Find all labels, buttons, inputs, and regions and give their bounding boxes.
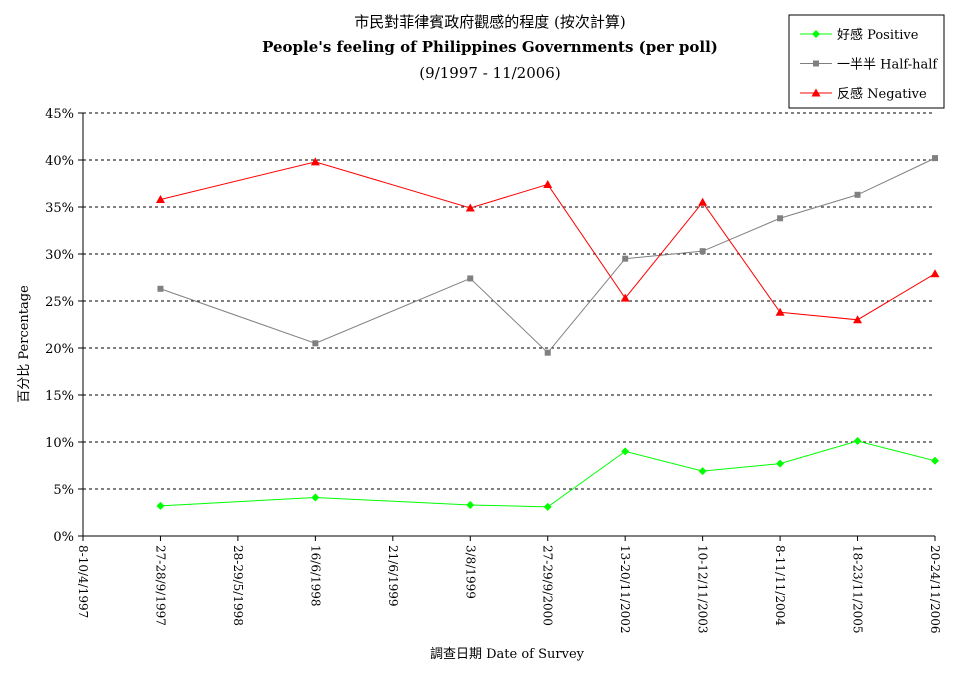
y-tick-label: 40% [45,154,74,169]
y-tick-label: 35% [45,201,74,216]
y-tick-label: 20% [45,342,74,357]
data-point [931,456,939,465]
legend-item: 一半半 Half-half [800,58,938,73]
data-point [853,315,863,324]
data-point [544,349,551,356]
data-point [465,203,475,212]
data-point [698,467,707,476]
legend-item: 好感 Positive [800,27,919,43]
y-tick-label: 30% [45,248,74,263]
x-tick-label: 21/6/1999 [386,545,400,607]
legend-label: 反感 Negative [837,86,927,102]
x-tick-label: 27-29/9/2000 [541,545,555,626]
legend-item: 反感 Negative [800,86,927,102]
data-point [543,502,552,511]
chart-subtitle: People's feeling of Philippines Governme… [262,38,718,56]
series-triangle [155,157,940,324]
data-point [310,157,320,166]
x-tick-label: 16/6/1998 [308,545,322,607]
y-tick-label: 25% [45,295,74,310]
y-tick-labels: 0% 5% 10% 15% 20% 25% 30% 35% 40% 45% [45,107,74,545]
x-tick-label: 28-29/5/1998 [231,545,245,626]
data-point [157,285,164,292]
data-point [699,248,706,255]
chart-period: (9/1997 - 11/2006) [419,64,560,82]
data-point [853,437,862,446]
x-axis-label: 調查日期 Date of Survey [430,647,585,662]
x-tick-label: 20-24/11/2006 [928,545,942,634]
data-point [312,340,319,347]
data-point [812,30,820,38]
x-tick-label: 13-20/11/2002 [618,545,632,634]
gridlines [83,112,935,490]
data-point [622,255,629,262]
data-point [776,459,785,468]
x-tick-label: 8-11/11/2004 [773,545,787,626]
data-point [777,215,784,222]
y-tick-label: 5% [53,483,74,498]
data-point [155,194,165,203]
data-point [932,155,938,162]
legend: 好感 Positive 一半半 Half-half 反感 Negative [788,14,945,109]
y-tick-label: 10% [45,436,74,451]
data-point [854,191,861,198]
data-point [621,447,630,456]
series-square [157,155,938,356]
x-tick-label: 3/8/1999 [463,545,477,599]
series-line [160,440,936,508]
data-point [543,179,553,188]
y-tick-label: 15% [45,389,74,404]
data-point [311,493,320,502]
chart-title: 市民對菲律賓政府觀感的程度 (按次計算) [354,13,625,31]
y-axis-label: 百分比 Percentage [17,285,32,403]
series-group [155,155,940,511]
x-tick-label: 27-28/9/1997 [153,545,167,626]
y-tick-label: 45% [45,107,74,122]
data-point [467,275,474,282]
data-point [156,501,165,510]
legend-label: 好感 Positive [837,27,919,43]
data-point [930,269,940,278]
x-tick-labels: 8-10/4/1997 27-28/9/1997 28-29/5/1998 16/6/… [76,545,942,634]
x-tick-label: 10-12/11/2003 [696,545,710,634]
x-tick-label: 18-23/11/2005 [851,545,865,634]
data-point [466,500,475,509]
data-point [698,197,708,206]
series-diamond [156,437,939,511]
y-tick-label: 0% [53,530,74,545]
chart-titles: 市民對菲律賓政府觀感的程度 (按次計算) People's feeling of… [262,13,718,82]
legend-label: 一半半 Half-half [837,58,938,73]
data-point [811,88,821,97]
x-tick-label: 8-10/4/1997 [76,545,90,618]
data-point [813,60,819,67]
axes [78,112,936,541]
data-point [775,307,785,316]
data-point [620,293,630,302]
